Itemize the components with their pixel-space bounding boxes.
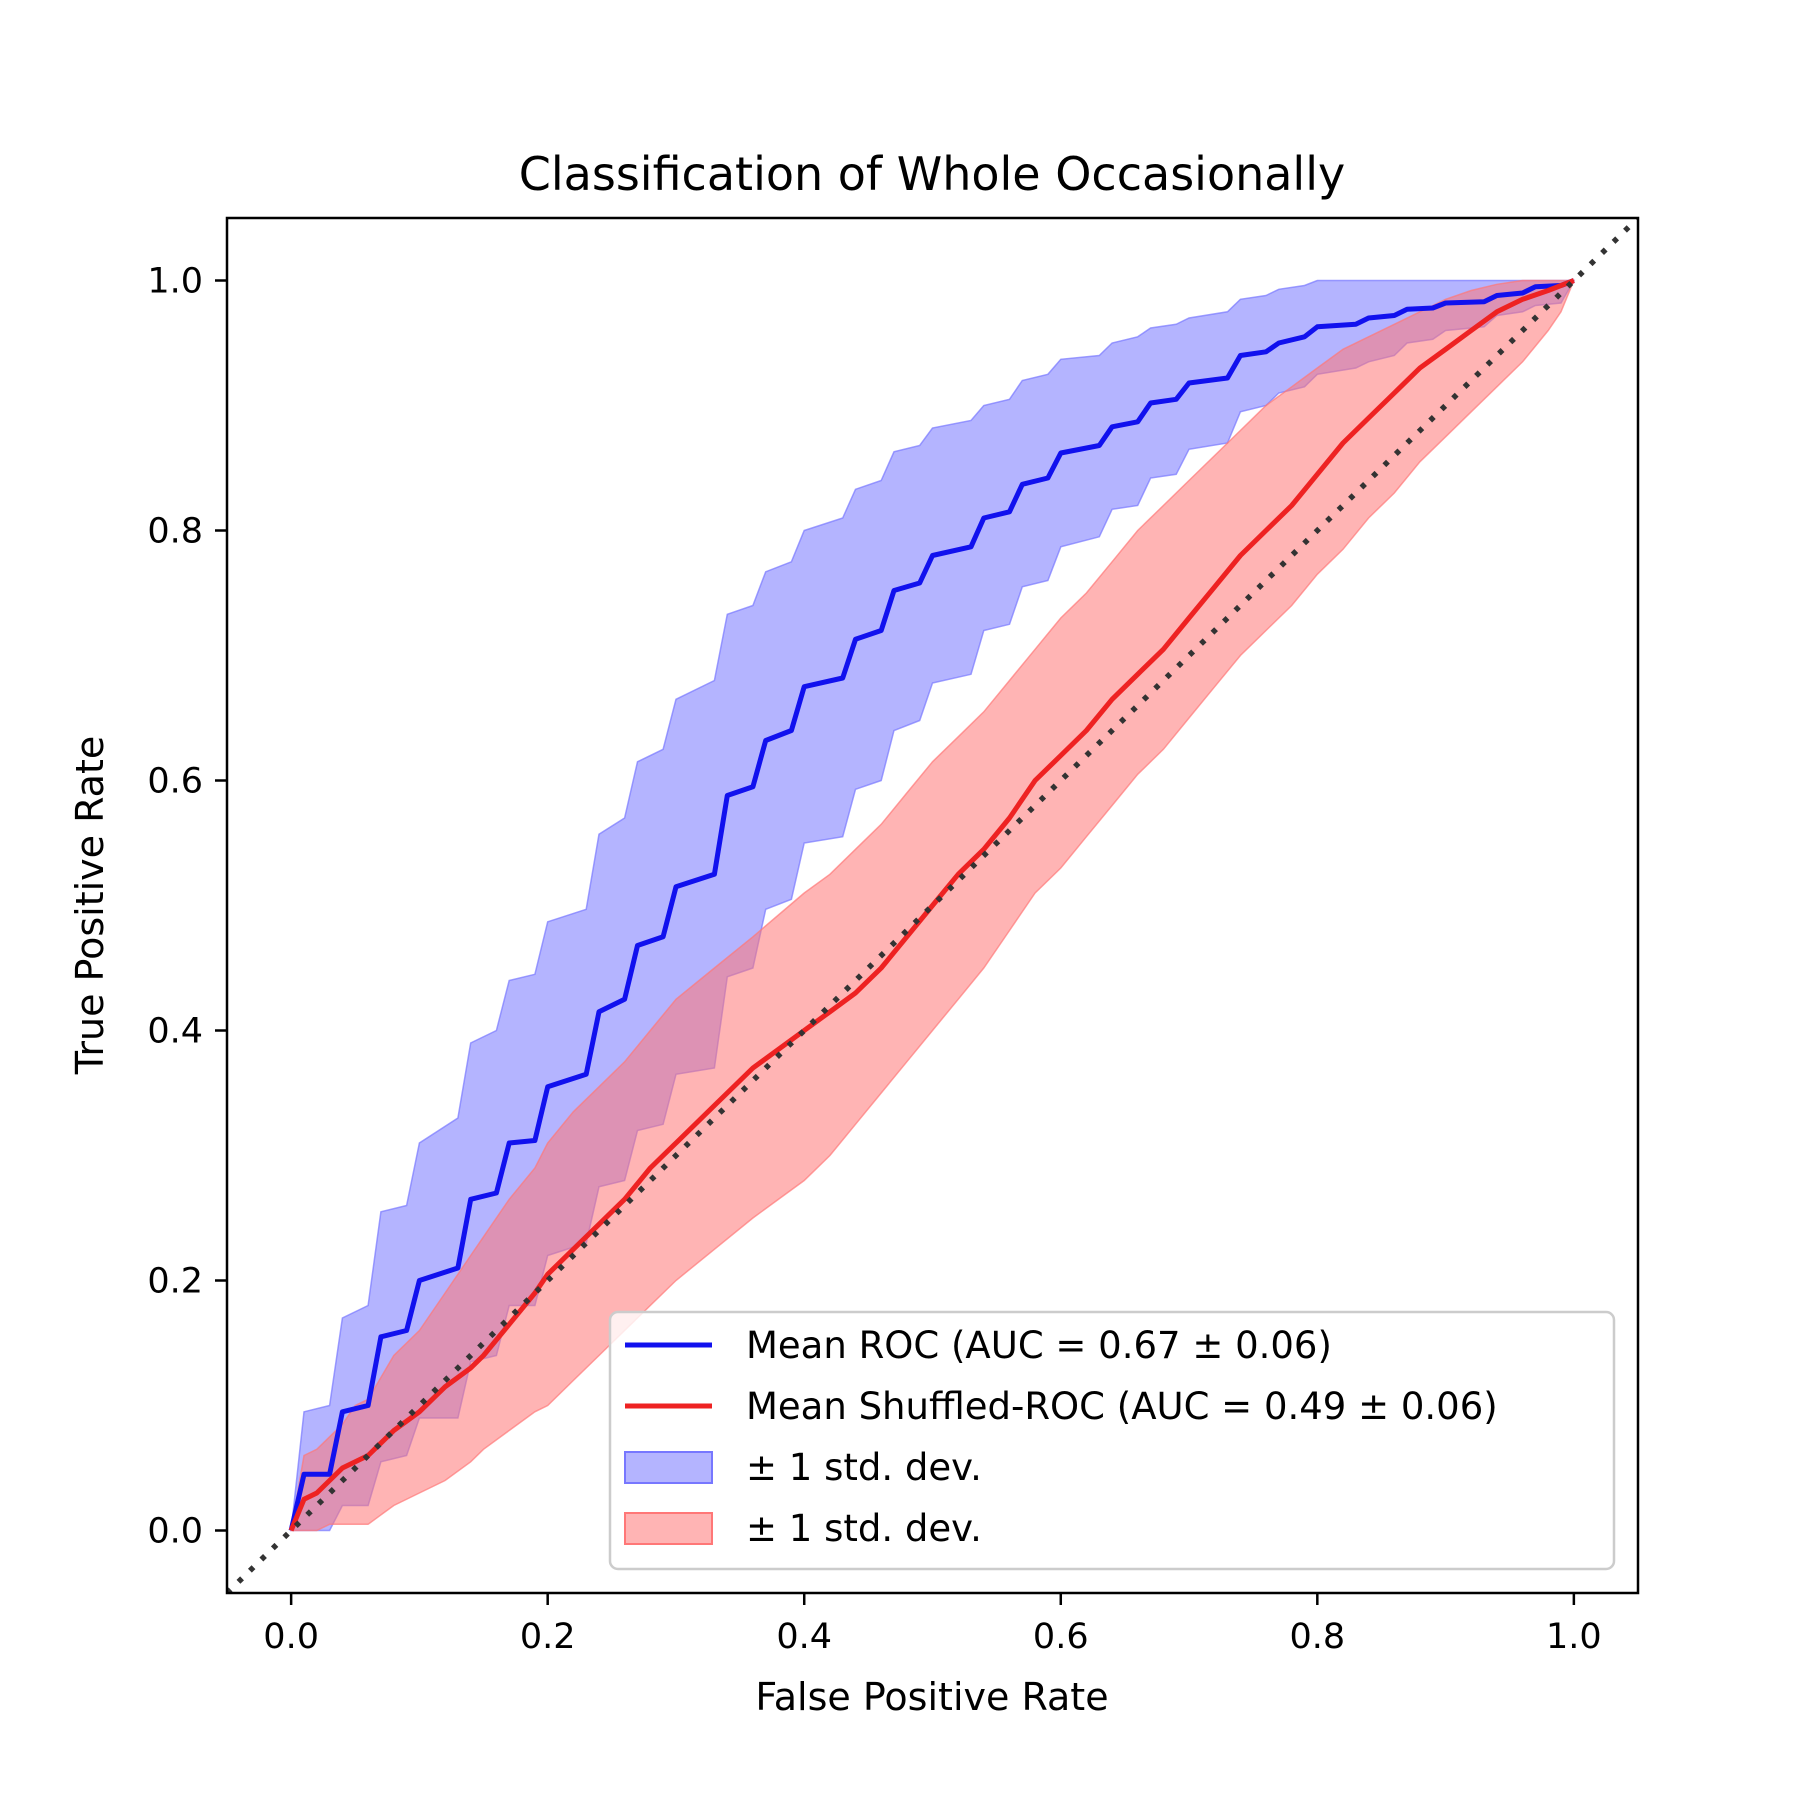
x-tick-label: 0.6 — [1033, 1617, 1089, 1657]
legend-box — [608, 1310, 1616, 1571]
y-tick-label: 0.8 — [147, 512, 203, 552]
y-axis-label: True Positive Rate — [68, 736, 112, 1076]
legend: Mean ROC (AUC = 0.67 ± 0.06) Mean Shuffl… — [608, 1310, 1616, 1571]
legend-label-mean-shuffled-roc: Mean Shuffled-ROC (AUC = 0.49 ± 0.06) — [746, 1385, 1498, 1428]
legend-swatch-roc-std — [624, 1451, 713, 1484]
chart-title: Classification of Whole Occasionally — [519, 147, 1345, 201]
legend-label-roc-std: ± 1 std. dev. — [746, 1446, 982, 1489]
plot-area — [227, 218, 1638, 1593]
y-axis: 0.0 0.2 0.4 0.6 0.8 1.0 — [147, 262, 227, 1552]
y-tick-label: 1.0 — [147, 262, 203, 302]
y-tick-label: 0.4 — [147, 1012, 203, 1052]
mean-roc-line — [288, 278, 1575, 1532]
x-axis: 0.0 0.2 0.4 0.6 0.8 1.0 — [263, 1593, 1602, 1657]
x-tick-label: 0.2 — [520, 1617, 576, 1657]
x-tick-label: 1.0 — [1546, 1617, 1602, 1657]
y-tick-label: 0.0 — [147, 1512, 203, 1552]
y-tick-label: 0.2 — [147, 1262, 203, 1302]
y-tick-label: 0.6 — [147, 762, 203, 802]
x-tick-label: 0.4 — [776, 1617, 832, 1657]
legend-swatch-shuffled-std — [624, 1512, 713, 1545]
legend-label-shuffled-std: ± 1 std. dev. — [746, 1507, 982, 1550]
x-tick-label: 0.8 — [1289, 1617, 1345, 1657]
legend-label-mean-roc: Mean ROC (AUC = 0.67 ± 0.06) — [746, 1324, 1332, 1367]
x-tick-label: 0.0 — [263, 1617, 319, 1657]
x-axis-label: False Positive Rate — [755, 1675, 1108, 1719]
axes-frame — [225, 216, 1640, 1595]
